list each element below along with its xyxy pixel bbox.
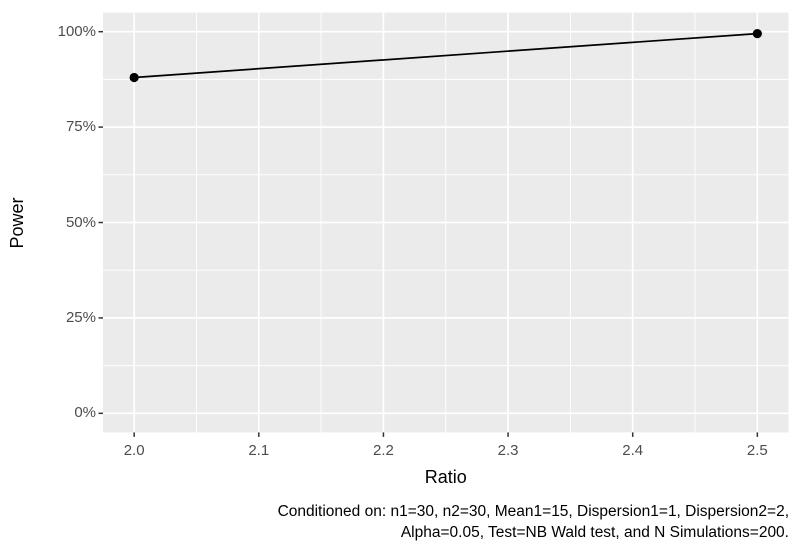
caption-line-1: Conditioned on: n1=30, n2=30, Mean1=15, … [277, 503, 789, 520]
caption-line-2: Alpha=0.05, Test=NB Wald test, and N Sim… [400, 524, 789, 541]
caption: Conditioned on: n1=30, n2=30, Mean1=15, … [278, 501, 789, 543]
y-tick-label: 0% [74, 404, 96, 422]
x-tick-label: 2.2 [372, 442, 394, 459]
x-tick-label: 2.0 [123, 442, 145, 459]
x-axis-title: Ratio [424, 467, 467, 487]
x-tick-label: 2.3 [497, 442, 519, 459]
data-point [129, 72, 139, 83]
x-tick-label: 2.1 [248, 442, 270, 459]
y-tick-label: 50% [65, 213, 96, 231]
y-tick-label: 100% [57, 22, 96, 40]
y-tick-label: 25% [65, 308, 96, 326]
x-tick-label: 2.4 [622, 442, 644, 459]
y-axis-title: Power [7, 196, 27, 249]
x-tick-label: 2.5 [746, 442, 768, 459]
y-tick-label: 75% [65, 118, 96, 136]
data-line [134, 32, 758, 79]
data-point [752, 28, 762, 39]
